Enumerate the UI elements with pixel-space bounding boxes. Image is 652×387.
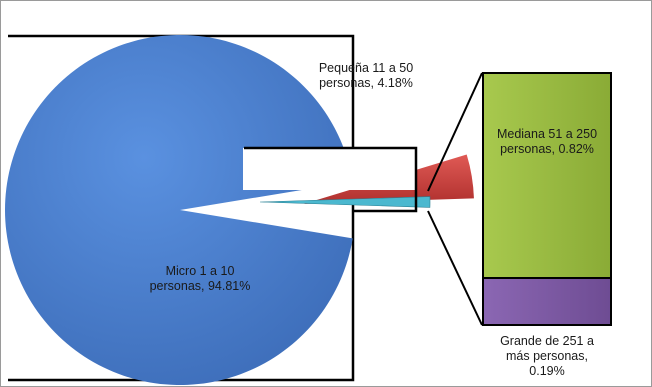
bar-segment-mediana [482, 72, 612, 279]
label-grande-line3: 0.19% [529, 364, 565, 378]
label-micro: Micro 1 a 10 personas, 94.81% [120, 264, 280, 294]
label-backdrop [243, 148, 415, 190]
label-grande-line1: Grande de 251 a [500, 334, 594, 348]
label-mediana-line1: Mediana 51 a 250 [496, 127, 598, 141]
label-micro-line1: Micro 1 a 10 [165, 264, 235, 278]
label-pequena: Pequeña 11 a 50 personas, 4.18% [296, 61, 436, 91]
label-pequena-line1: Pequeña 11 a 50 [318, 61, 414, 75]
label-mediana-line2: personas, 0.82% [500, 142, 594, 156]
connector-bottom [427, 210, 483, 326]
inset-frame [244, 146, 418, 213]
pie-slice-others [259, 196, 431, 208]
label-pequena-line2: personas, 4.18% [319, 76, 413, 90]
label-grande: Grande de 251 a más personas, 0.19% [483, 334, 611, 379]
label-micro-line2: personas, 94.81% [149, 279, 251, 293]
pie-slice-micro [4, 35, 353, 386]
label-mediana: Mediana 51 a 250 personas, 0.82% [483, 127, 611, 157]
label-grande-line2: más personas, [506, 349, 588, 363]
connector-top [427, 72, 483, 192]
bar-segment-grande [482, 277, 612, 326]
